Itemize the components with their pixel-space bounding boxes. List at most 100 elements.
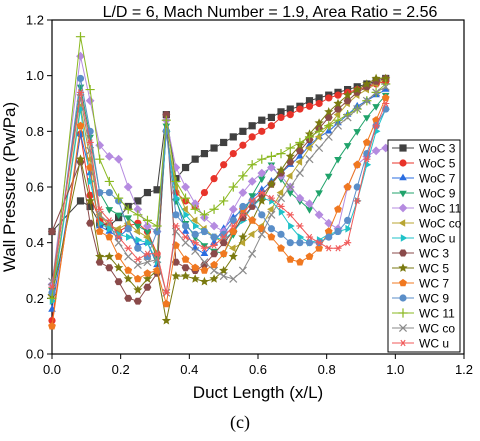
data-point (210, 260, 218, 269)
data-point (123, 274, 133, 283)
data-point (229, 274, 238, 283)
data-point (381, 93, 390, 102)
data-point (276, 194, 286, 203)
legend-item: WoC co (392, 217, 462, 231)
data-point (286, 105, 294, 113)
data-point (315, 239, 323, 246)
data-point (133, 204, 143, 214)
data-point (76, 84, 85, 92)
data-point (193, 222, 200, 230)
legend-item: WC 9 (392, 292, 449, 306)
data-point (267, 233, 276, 241)
data-point (247, 177, 257, 186)
data-point (191, 246, 200, 256)
data-point (95, 211, 102, 219)
data-point (200, 266, 209, 274)
data-point (181, 264, 190, 272)
legend-label: WoC u (419, 232, 455, 246)
data-point (229, 133, 237, 141)
y-tick-label: 1.0 (26, 68, 44, 83)
data-point (220, 138, 228, 147)
data-point (324, 121, 334, 131)
data-point (286, 255, 295, 263)
legend-marker (399, 144, 407, 152)
data-point (276, 188, 284, 197)
data-point (124, 245, 132, 252)
data-point (295, 169, 304, 178)
data-point (124, 266, 133, 274)
data-point (277, 203, 285, 210)
data-point (181, 271, 191, 280)
data-point (353, 105, 362, 114)
series-wc-u (48, 89, 390, 296)
data-point (133, 297, 142, 305)
x-tick-label: 1.0 (386, 362, 404, 377)
data-point (47, 293, 57, 303)
data-point (295, 158, 303, 166)
legend-label: WoC 5 (419, 157, 456, 171)
data-point (181, 222, 190, 230)
data-point (95, 140, 105, 150)
data-point (124, 225, 132, 233)
data-point (324, 227, 333, 235)
legend-item: WC 5 (392, 262, 449, 276)
data-point (87, 177, 95, 186)
data-point (114, 224, 121, 233)
data-point (135, 236, 143, 244)
data-point (220, 230, 228, 238)
data-point (344, 216, 352, 224)
data-point (239, 211, 247, 219)
data-point (314, 210, 324, 220)
data-point (134, 256, 142, 263)
data-point (315, 144, 324, 153)
data-point (75, 32, 86, 42)
data-point (172, 222, 180, 230)
data-point (76, 74, 85, 83)
data-point (296, 152, 304, 159)
data-point (248, 122, 256, 130)
data-point (229, 216, 237, 224)
data-point (238, 266, 247, 275)
legend-label: WoC 3 (419, 142, 456, 156)
data-point (267, 210, 276, 219)
data-point (352, 84, 362, 94)
data-point (181, 205, 188, 214)
data-point (210, 266, 219, 275)
data-point (333, 121, 343, 130)
data-point (285, 151, 295, 161)
data-point (334, 227, 342, 236)
data-point (162, 299, 171, 308)
series-line (51, 78, 387, 293)
data-point (86, 219, 95, 227)
data-point (48, 317, 56, 325)
series-line (51, 86, 386, 293)
figure-caption: (c) (230, 412, 250, 432)
data-point (381, 82, 390, 91)
legend-label: WC 7 (419, 277, 449, 291)
series-line (51, 77, 386, 232)
data-point (288, 222, 295, 230)
data-point (172, 211, 180, 219)
data-point (305, 252, 314, 260)
data-point (314, 118, 324, 127)
data-point (219, 249, 228, 258)
data-point (171, 271, 181, 280)
data-point (107, 224, 114, 233)
data-point (133, 210, 143, 220)
data-point (181, 227, 190, 234)
data-point (115, 233, 123, 241)
data-point (258, 211, 266, 219)
data-point (334, 205, 342, 213)
data-point (248, 197, 256, 205)
data-point (126, 233, 133, 241)
data-point (305, 207, 314, 214)
data-point (285, 143, 295, 153)
data-point (124, 215, 132, 222)
data-point (229, 150, 237, 158)
legend-marker (398, 203, 408, 213)
data-point (345, 224, 352, 233)
data-point (143, 229, 152, 236)
data-point (314, 126, 324, 136)
